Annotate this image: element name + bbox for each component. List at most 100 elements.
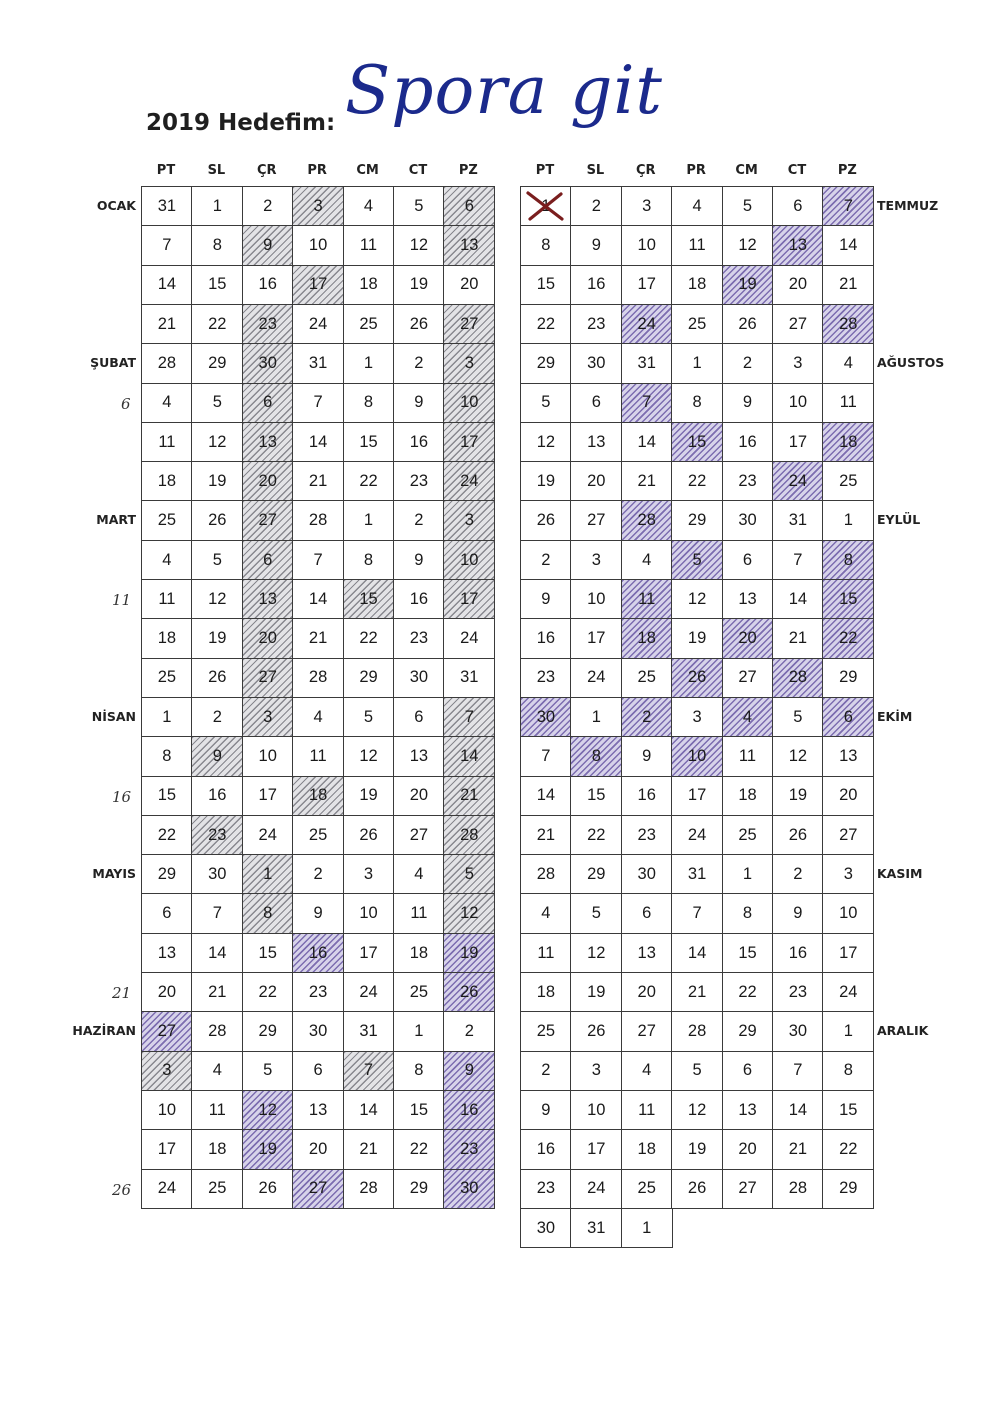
day-number: 3 (793, 354, 803, 373)
left-day-cell: 8 (342, 382, 395, 424)
left-day-cell: 24 (443, 618, 496, 659)
right-day-cell: 26 (570, 1011, 623, 1052)
right-day-cell: 7 (772, 539, 824, 581)
day-number: 5 (414, 196, 424, 215)
right-day-cell: 10 (772, 382, 824, 424)
month-label: TEMMUZ (877, 198, 939, 213)
left-day-cell: 13 (241, 579, 294, 620)
left-day-cell: 26 (393, 303, 445, 345)
left-day-cell: 22 (191, 303, 244, 345)
day-number: 8 (742, 904, 753, 923)
day-number: 15 (258, 943, 277, 962)
left-day-cell: 26 (342, 814, 395, 856)
day-number: 26 (788, 825, 808, 844)
right-day-cell: 18 (520, 972, 572, 1013)
left-day-cell: 8 (342, 539, 395, 581)
left-day-cell: 1 (393, 1011, 445, 1052)
right-day-cell: 26 (671, 1168, 723, 1210)
day-number: 1 (162, 707, 172, 726)
day-number: 9 (414, 393, 424, 412)
day-number: 14 (788, 589, 808, 608)
day-number: 4 (414, 864, 424, 883)
left-day-cell: 20 (241, 461, 294, 502)
day-number: 8 (363, 393, 374, 412)
day-number: 17 (788, 432, 808, 451)
right-day-cell: 11 (620, 1089, 673, 1131)
right-day-cell: 28 (671, 1011, 723, 1052)
day-number: 15 (587, 786, 606, 805)
left-day-cell: 18 (191, 1129, 244, 1170)
day-number: 3 (843, 864, 853, 883)
day-number: 30 (208, 864, 227, 883)
right-day-cell: 3 (570, 539, 623, 581)
day-number: 13 (738, 1100, 757, 1119)
right-day-cell: 29 (721, 1011, 774, 1052)
left-day-cell: 20 (141, 972, 193, 1013)
day-number: 4 (162, 393, 172, 412)
right-day-header: CT (787, 163, 807, 178)
day-number: 22 (258, 982, 277, 1001)
margin-note: 6 (121, 394, 131, 413)
day-number: 2 (642, 707, 652, 726)
left-day-cell: 26 (241, 1168, 294, 1210)
day-number: 20 (738, 629, 757, 648)
page-title: 2019 Hedefim: (146, 110, 336, 136)
day-number: 5 (541, 393, 551, 412)
left-day-cell: 11 (141, 421, 193, 463)
day-number: 17 (359, 943, 378, 962)
day-number: 14 (460, 747, 479, 766)
right-day-cell: 9 (520, 1089, 572, 1131)
day-number: 20 (258, 471, 277, 490)
day-number: 18 (839, 432, 858, 451)
right-day-cell: 19 (520, 461, 572, 502)
left-day-cell: 4 (191, 1050, 244, 1092)
right-day-cell: 9 (620, 736, 673, 777)
day-number: 16 (536, 629, 556, 648)
day-number: 23 (409, 471, 429, 490)
left-day-cell: 10 (292, 225, 344, 266)
left-day-cell: 16 (191, 775, 244, 817)
right-day-cell: 9 (570, 225, 623, 266)
day-number: 14 (308, 432, 328, 451)
day-number: 5 (692, 1061, 702, 1080)
right-day-cell: 24 (570, 1168, 623, 1210)
day-number: 20 (157, 982, 177, 1001)
day-number: 4 (212, 1061, 222, 1080)
day-number: 8 (541, 236, 551, 255)
right-day-cell: 23 (620, 814, 673, 856)
right-day-cell: 8 (822, 1050, 875, 1092)
day-number: 9 (414, 550, 424, 569)
left-day-cell: 13 (241, 421, 294, 463)
day-number: 7 (642, 393, 652, 412)
day-number: 21 (839, 275, 858, 294)
right-day-cell: 24 (620, 303, 673, 345)
left-day-cell: 23 (393, 461, 445, 502)
left-day-cell: 31 (443, 657, 496, 699)
left-day-cell: 6 (241, 382, 294, 424)
right-day-cell: 10 (671, 736, 723, 777)
day-number: 15 (208, 275, 227, 294)
day-number: 15 (359, 432, 378, 451)
day-number: 20 (637, 982, 656, 1001)
left-day-cell: 3 (443, 500, 496, 542)
day-number: 11 (208, 1100, 226, 1119)
day-number: 16 (738, 432, 757, 451)
day-number: 20 (839, 786, 858, 805)
left-day-cell: 1 (141, 696, 193, 738)
right-day-cell: 17 (620, 264, 673, 306)
margin-note: 26 (112, 1180, 132, 1199)
right-day-cell: 13 (822, 736, 875, 777)
right-day-cell: 22 (671, 461, 723, 502)
day-number: 13 (308, 1100, 328, 1119)
day-number: 6 (414, 707, 424, 726)
right-day-cell: 8 (570, 736, 623, 777)
day-number: 29 (359, 668, 378, 687)
day-number: 4 (692, 196, 702, 215)
right-day-cell: 24 (671, 814, 723, 856)
day-number: 1 (742, 864, 753, 883)
day-number: 26 (359, 825, 378, 844)
left-day-cell: 15 (241, 932, 294, 974)
right-day-cell: 20 (570, 461, 623, 502)
day-number: 17 (587, 629, 606, 648)
day-number: 8 (843, 550, 853, 569)
